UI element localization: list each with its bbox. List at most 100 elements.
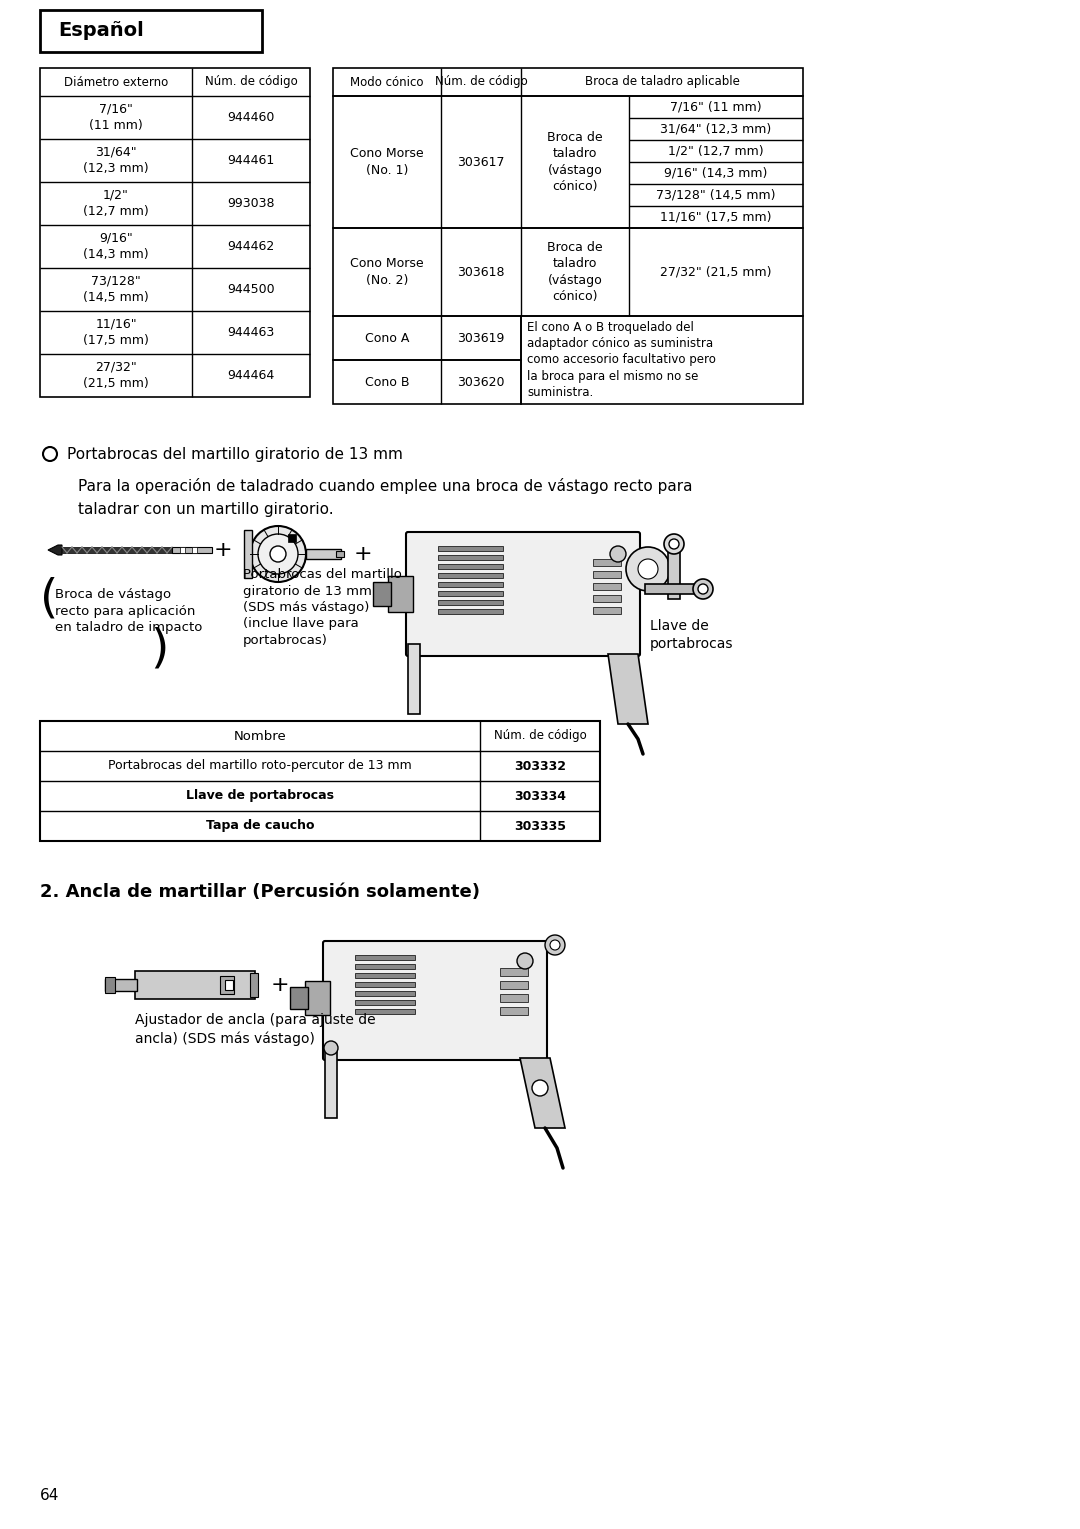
Text: 303332: 303332 xyxy=(514,760,566,772)
Text: 9/16"
(14,3 mm): 9/16" (14,3 mm) xyxy=(83,232,149,261)
Text: Núm. de código: Núm. de código xyxy=(434,75,527,89)
Bar xyxy=(355,1009,415,1014)
Bar xyxy=(225,980,233,989)
Text: 2. Ancla de martillar (Percusión solamente): 2. Ancla de martillar (Percusión solamen… xyxy=(40,884,480,901)
Bar xyxy=(355,963,415,969)
Text: 944460: 944460 xyxy=(227,112,274,124)
Text: 303620: 303620 xyxy=(457,376,504,388)
Text: Llave de
portabrocas: Llave de portabrocas xyxy=(650,619,733,651)
Text: Broca de taladro aplicable: Broca de taladro aplicable xyxy=(584,75,740,89)
Text: +: + xyxy=(214,540,232,560)
Text: Ajustador de ancla (para ajuste de
ancla) (SDS más vástago): Ajustador de ancla (para ajuste de ancla… xyxy=(135,1014,376,1046)
Text: Llave de portabrocas: Llave de portabrocas xyxy=(186,789,334,803)
Text: 303617: 303617 xyxy=(457,156,504,168)
Bar xyxy=(291,988,308,1009)
Bar xyxy=(172,547,212,553)
Text: 944463: 944463 xyxy=(228,326,274,339)
Text: 27/32" (21,5 mm): 27/32" (21,5 mm) xyxy=(660,266,772,278)
Text: Broca de
taladro
(vástago
cónico): Broca de taladro (vástago cónico) xyxy=(548,131,603,193)
Circle shape xyxy=(626,547,670,592)
Text: Tapa de caucho: Tapa de caucho xyxy=(206,820,314,832)
Bar xyxy=(355,1000,415,1005)
Text: 944500: 944500 xyxy=(227,283,274,297)
Text: Cono A: Cono A xyxy=(365,332,409,344)
Circle shape xyxy=(698,584,708,593)
Bar xyxy=(333,96,804,228)
Text: 1/2" (12,7 mm): 1/2" (12,7 mm) xyxy=(669,145,764,157)
Text: 31/64"
(12,3 mm): 31/64" (12,3 mm) xyxy=(83,145,149,176)
Text: 73/128"
(14,5 mm): 73/128" (14,5 mm) xyxy=(83,275,149,304)
Bar xyxy=(355,972,415,979)
Text: Broca de vástago
recto para aplicación
en taladro de impacto: Broca de vástago recto para aplicación e… xyxy=(55,589,202,635)
Bar xyxy=(305,982,330,1015)
Text: 993038: 993038 xyxy=(227,197,274,209)
Text: 11/16"
(17,5 mm): 11/16" (17,5 mm) xyxy=(83,318,149,347)
Polygon shape xyxy=(48,544,62,555)
Text: Cono Morse
(No. 2): Cono Morse (No. 2) xyxy=(350,257,423,287)
Text: Núm. de código: Núm. de código xyxy=(204,75,297,89)
Bar xyxy=(336,550,345,557)
Circle shape xyxy=(249,526,306,583)
Bar xyxy=(249,972,258,997)
Text: Español: Español xyxy=(58,21,144,40)
Polygon shape xyxy=(519,1058,565,1128)
Text: Portabrocas del martillo giratorio de 13 mm: Portabrocas del martillo giratorio de 13… xyxy=(67,446,403,462)
Bar xyxy=(40,722,600,841)
Text: Diámetro externo: Diámetro externo xyxy=(64,75,168,89)
Text: 303334: 303334 xyxy=(514,789,566,803)
Bar xyxy=(438,555,503,560)
Text: 7/16"
(11 mm): 7/16" (11 mm) xyxy=(90,102,143,131)
Bar xyxy=(408,644,420,714)
Bar xyxy=(593,583,621,590)
Circle shape xyxy=(550,940,561,950)
Bar xyxy=(333,228,804,317)
Bar xyxy=(40,11,262,52)
Bar xyxy=(306,549,341,560)
Circle shape xyxy=(517,953,534,969)
Text: +: + xyxy=(271,976,289,995)
Text: 944462: 944462 xyxy=(228,240,274,252)
Bar xyxy=(40,67,310,398)
Circle shape xyxy=(545,936,565,956)
Bar xyxy=(593,595,621,602)
Circle shape xyxy=(638,560,658,579)
Bar xyxy=(593,560,621,566)
Text: Nombre: Nombre xyxy=(233,729,286,743)
Bar xyxy=(244,531,252,578)
Bar xyxy=(438,599,503,605)
Circle shape xyxy=(693,579,713,599)
Bar xyxy=(355,956,415,960)
Text: (: ( xyxy=(40,576,58,621)
Bar xyxy=(500,1008,528,1015)
Bar xyxy=(220,976,234,994)
Bar xyxy=(500,982,528,989)
Text: 9/16" (14,3 mm): 9/16" (14,3 mm) xyxy=(664,167,768,179)
FancyBboxPatch shape xyxy=(323,940,546,1060)
Bar xyxy=(500,968,528,976)
Text: Para la operación de taladrado cuando emplee una broca de vástago recto para: Para la operación de taladrado cuando em… xyxy=(78,479,692,494)
Bar xyxy=(333,317,521,359)
Bar xyxy=(500,994,528,1001)
Bar xyxy=(438,573,503,578)
Bar xyxy=(180,547,185,553)
Text: 1/2"
(12,7 mm): 1/2" (12,7 mm) xyxy=(83,188,149,219)
Circle shape xyxy=(270,546,286,563)
Bar xyxy=(438,546,503,550)
Polygon shape xyxy=(608,654,648,725)
Text: 73/128" (14,5 mm): 73/128" (14,5 mm) xyxy=(657,188,775,202)
Circle shape xyxy=(664,534,684,553)
Bar xyxy=(438,583,503,587)
Text: 7/16" (11 mm): 7/16" (11 mm) xyxy=(671,101,761,113)
Text: Cono Morse
(No. 1): Cono Morse (No. 1) xyxy=(350,147,423,177)
Text: Portabrocas del martillo
giratorio de 13 mm
(SDS más vástago)
(inclue llave para: Portabrocas del martillo giratorio de 13… xyxy=(243,567,402,647)
Text: 944464: 944464 xyxy=(228,368,274,382)
Text: Modo cónico: Modo cónico xyxy=(350,75,423,89)
Text: 303619: 303619 xyxy=(457,332,504,344)
Bar xyxy=(355,991,415,995)
Bar xyxy=(288,534,296,541)
Bar xyxy=(355,982,415,988)
Bar xyxy=(333,359,521,404)
Text: 27/32"
(21,5 mm): 27/32" (21,5 mm) xyxy=(83,361,149,390)
Circle shape xyxy=(532,1079,548,1096)
Bar xyxy=(325,1047,337,1118)
